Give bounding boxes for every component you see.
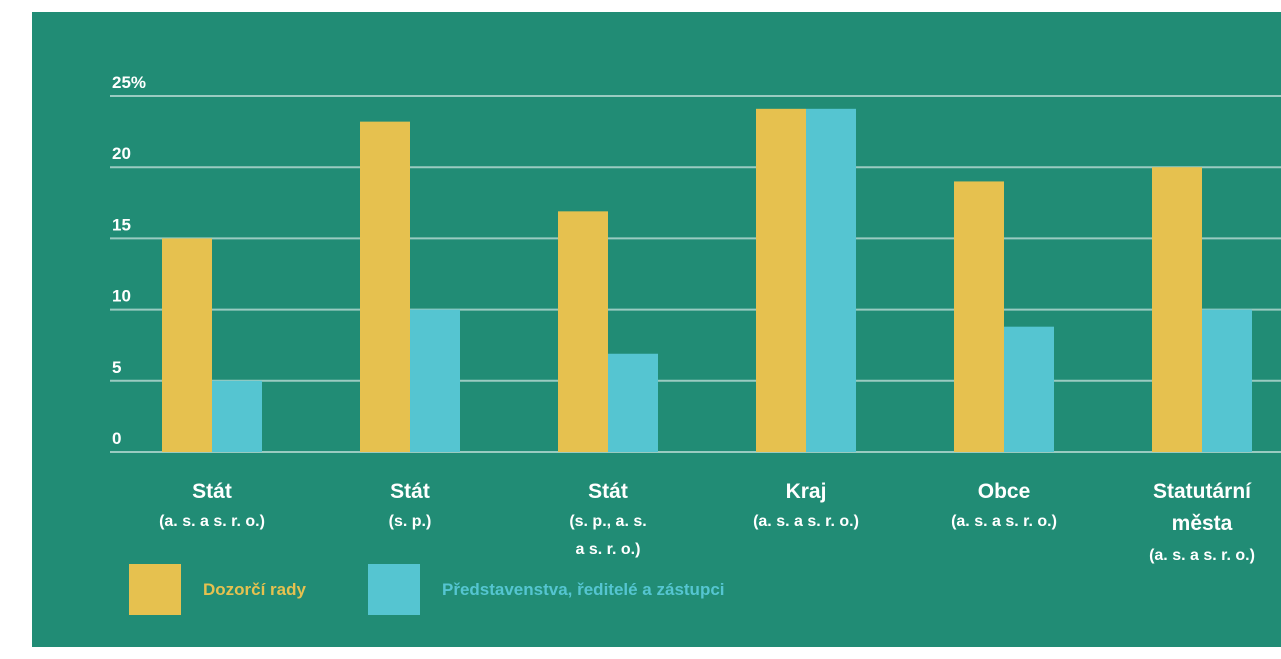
bar (1004, 326, 1054, 452)
bar (162, 238, 212, 452)
chart-panel: 0 5 10 15 20 25% Stát (a. s. a s. r. o.) Stát (s.… (32, 12, 1281, 647)
bar (954, 181, 1004, 452)
category-label: Kraj (786, 480, 827, 503)
category-label: (a. s. a s. r. o.) (1149, 547, 1255, 564)
bar (756, 108, 806, 452)
category-label: Stát (588, 480, 628, 503)
y-tick-label: 10 (112, 287, 131, 306)
category-label: (s. p.) (389, 513, 432, 530)
category-label: (a. s. a s. r. o.) (753, 513, 859, 530)
bar (360, 121, 410, 452)
category-label: Obce (978, 480, 1031, 503)
category-label: (s. p., a. s. (569, 513, 646, 530)
legend-swatch-predstavenstva (367, 564, 420, 615)
bar (608, 353, 658, 452)
y-tick-label: 20 (112, 144, 131, 163)
chart-legend: Dozorčí rady Představenstva, ředitelé a … (129, 564, 787, 615)
legend-label-predstavenstva: Představenstva, ředitelé a zástupci (441, 579, 725, 599)
category-label: Stát (390, 480, 430, 503)
bar (212, 380, 262, 452)
bar (410, 309, 460, 452)
bar (558, 211, 608, 452)
y-tick-label: 0 (112, 429, 121, 448)
category-label: města (1172, 512, 1233, 535)
category-label: Stát (192, 480, 232, 503)
bar (1202, 309, 1252, 452)
y-tick-label: 15 (112, 215, 131, 234)
bar (806, 108, 856, 452)
legend-swatch-dozorci-rady (129, 564, 181, 615)
bar-chart: 0 5 10 15 20 25% Stát (a. s. a s. r. o.) Stát (s.… (110, 73, 1281, 564)
category-label: (a. s. a s. r. o.) (159, 513, 265, 530)
y-tick-label: 5 (112, 358, 121, 377)
legend-label-dozorci-rady: Dozorčí rady (203, 579, 306, 599)
category-label: (a. s. a s. r. o.) (951, 513, 1057, 530)
bar (1152, 167, 1202, 452)
category-label: a s. r. o.) (576, 541, 641, 558)
category-label: Statutární (1153, 480, 1252, 503)
y-tick-label: 25% (112, 73, 146, 92)
